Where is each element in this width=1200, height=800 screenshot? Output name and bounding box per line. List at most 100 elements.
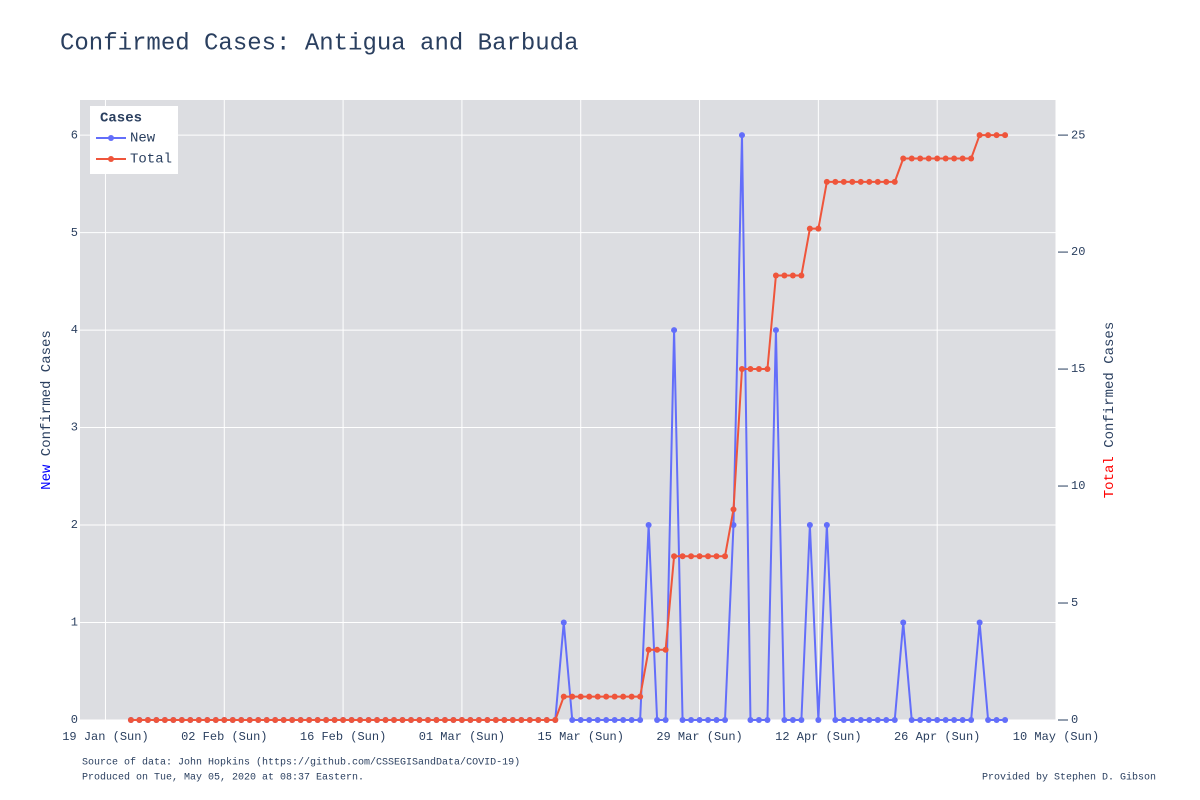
data-point — [866, 178, 873, 185]
data-point — [195, 717, 202, 723]
data-point — [577, 717, 584, 723]
data-point — [671, 553, 678, 560]
data-point — [323, 717, 330, 723]
data-point — [755, 366, 762, 373]
x-tick-label: 16 Feb (Sun) — [300, 730, 386, 744]
data-point — [857, 717, 864, 723]
data-point — [874, 717, 881, 723]
data-point — [594, 717, 601, 723]
data-point — [611, 717, 618, 723]
legend-marker — [108, 156, 114, 162]
data-point — [552, 717, 559, 723]
data-point — [340, 717, 347, 723]
data-point — [127, 717, 134, 723]
data-point — [738, 366, 745, 373]
data-point — [229, 717, 236, 723]
data-point — [832, 178, 839, 185]
data-point — [959, 155, 966, 162]
data-point — [755, 717, 762, 723]
y2-tick-label: 20 — [1071, 245, 1085, 259]
data-point — [620, 717, 627, 723]
y2-tick-label: 0 — [1071, 713, 1078, 727]
y-axis-title: New Confirmed Cases — [39, 330, 55, 490]
x-tick-label: 01 Mar (Sun) — [419, 730, 505, 744]
legend-title: Cases — [100, 111, 142, 127]
data-point — [407, 717, 414, 723]
data-point — [628, 717, 635, 723]
data-point — [654, 646, 661, 653]
data-point — [246, 717, 253, 723]
y2-tick-label: 25 — [1071, 128, 1085, 142]
data-point — [535, 717, 542, 723]
y-tick-label: 5 — [71, 226, 78, 240]
data-point — [560, 619, 567, 626]
data-point — [263, 717, 270, 723]
data-point — [730, 522, 737, 529]
data-point — [993, 717, 1000, 723]
data-point — [161, 717, 168, 723]
data-point — [730, 506, 737, 513]
data-point — [569, 717, 576, 723]
data-point — [806, 225, 813, 232]
legend-marker — [108, 135, 114, 141]
data-point — [688, 553, 695, 560]
data-point — [798, 272, 805, 279]
data-point — [441, 717, 448, 723]
data-point — [416, 717, 423, 723]
data-point — [153, 717, 160, 723]
data-point — [951, 717, 958, 723]
data-point — [348, 717, 355, 723]
data-point — [450, 717, 457, 723]
data-point — [187, 717, 194, 723]
data-point — [221, 717, 228, 723]
data-point — [382, 717, 389, 723]
data-point — [297, 717, 304, 723]
data-point — [501, 717, 508, 723]
data-point — [705, 553, 712, 560]
data-point — [637, 717, 644, 723]
data-point — [1002, 132, 1009, 139]
data-point — [815, 225, 822, 232]
x-tick-label: 26 Apr (Sun) — [894, 730, 980, 744]
y2-tick-label: 10 — [1071, 479, 1085, 493]
data-point — [993, 132, 1000, 139]
data-point — [908, 717, 915, 723]
data-point — [645, 646, 652, 653]
data-point — [832, 717, 839, 723]
data-point — [900, 619, 907, 626]
data-point — [467, 717, 474, 723]
data-point — [458, 717, 465, 723]
data-point — [569, 693, 576, 700]
x-tick-label: 29 Mar (Sun) — [656, 730, 742, 744]
data-point — [738, 132, 745, 139]
data-point — [874, 178, 881, 185]
data-point — [942, 717, 949, 723]
data-point — [679, 553, 686, 560]
data-point — [713, 717, 720, 723]
data-point — [594, 693, 601, 700]
y2-axis-title: Total Confirmed Cases — [1102, 322, 1118, 498]
y-title-highlight: New — [39, 464, 55, 490]
produced-note: Produced on Tue, May 05, 2020 at 08:37 E… — [82, 772, 364, 784]
y-tick-label: 3 — [71, 421, 78, 435]
data-point — [772, 327, 779, 334]
data-point — [620, 693, 627, 700]
data-point — [900, 155, 907, 162]
data-point — [985, 717, 992, 723]
data-point — [365, 717, 372, 723]
data-point — [654, 717, 661, 723]
y2-tick-label: 15 — [1071, 362, 1085, 376]
data-point — [798, 717, 805, 723]
data-point — [560, 693, 567, 700]
data-point — [577, 693, 584, 700]
data-point — [484, 717, 491, 723]
data-point — [662, 717, 669, 723]
data-point — [781, 717, 788, 723]
data-point — [976, 619, 983, 626]
data-point — [357, 717, 364, 723]
data-point — [637, 693, 644, 700]
data-point — [696, 717, 703, 723]
data-point — [781, 272, 788, 279]
data-point — [518, 717, 525, 723]
data-point — [671, 327, 678, 334]
